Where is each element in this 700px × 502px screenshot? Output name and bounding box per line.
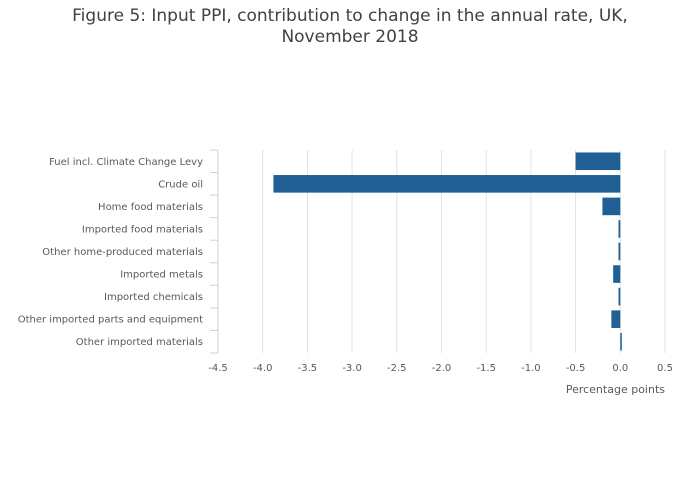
bar xyxy=(602,197,621,216)
x-tick-label: -2.0 xyxy=(432,363,452,374)
x-tick-label: -2.5 xyxy=(387,363,407,374)
category-label: Imported metals xyxy=(120,270,203,281)
category-label: Other imported materials xyxy=(76,337,203,348)
bar xyxy=(273,175,621,193)
bar xyxy=(611,310,621,328)
category-label: Crude oil xyxy=(158,179,203,190)
category-label: Home food materials xyxy=(98,202,203,213)
x-tick-label: -3.0 xyxy=(342,363,362,374)
chart-title-line-1: Figure 5: Input PPI, contribution to cha… xyxy=(72,6,628,26)
x-tick-label: -4.0 xyxy=(253,363,273,374)
chart-title: Figure 5: Input PPI, contribution to cha… xyxy=(0,6,700,48)
bar xyxy=(618,242,621,261)
bars xyxy=(273,152,622,351)
bar xyxy=(620,332,622,351)
bar xyxy=(618,287,621,306)
x-tick-label: 0.0 xyxy=(612,363,628,374)
x-tick-label: -1.5 xyxy=(476,363,496,374)
bar xyxy=(575,152,621,171)
x-axis-title: Percentage points xyxy=(566,383,665,396)
bar xyxy=(618,220,621,238)
x-tick-label: -1.0 xyxy=(521,363,541,374)
category-label: Fuel incl. Climate Change Levy xyxy=(49,157,203,168)
category-label: Other imported parts and equipment xyxy=(18,315,203,326)
category-label: Imported chemicals xyxy=(104,292,203,303)
x-axis-tick-labels: -4.5 -4.0 -3.5 -3.0 -2.5 -2.0 -1.5 -1.0 -0.5 0.0 0… xyxy=(208,363,673,374)
category-labels: Fuel incl. Climate Change Levy Crude oil H… xyxy=(18,157,203,348)
bar xyxy=(613,265,621,283)
category-label: Imported food materials xyxy=(82,224,203,235)
x-tick-label: -4.5 xyxy=(208,363,228,374)
chart-title-line-2: November 2018 xyxy=(281,27,419,47)
x-tick-label: -3.5 xyxy=(298,363,318,374)
x-tick-label: 0.5 xyxy=(657,363,673,374)
y-axis-ticks xyxy=(210,149,219,354)
x-tick-label: -0.5 xyxy=(566,363,586,374)
category-label: Other home-produced materials xyxy=(42,247,203,258)
